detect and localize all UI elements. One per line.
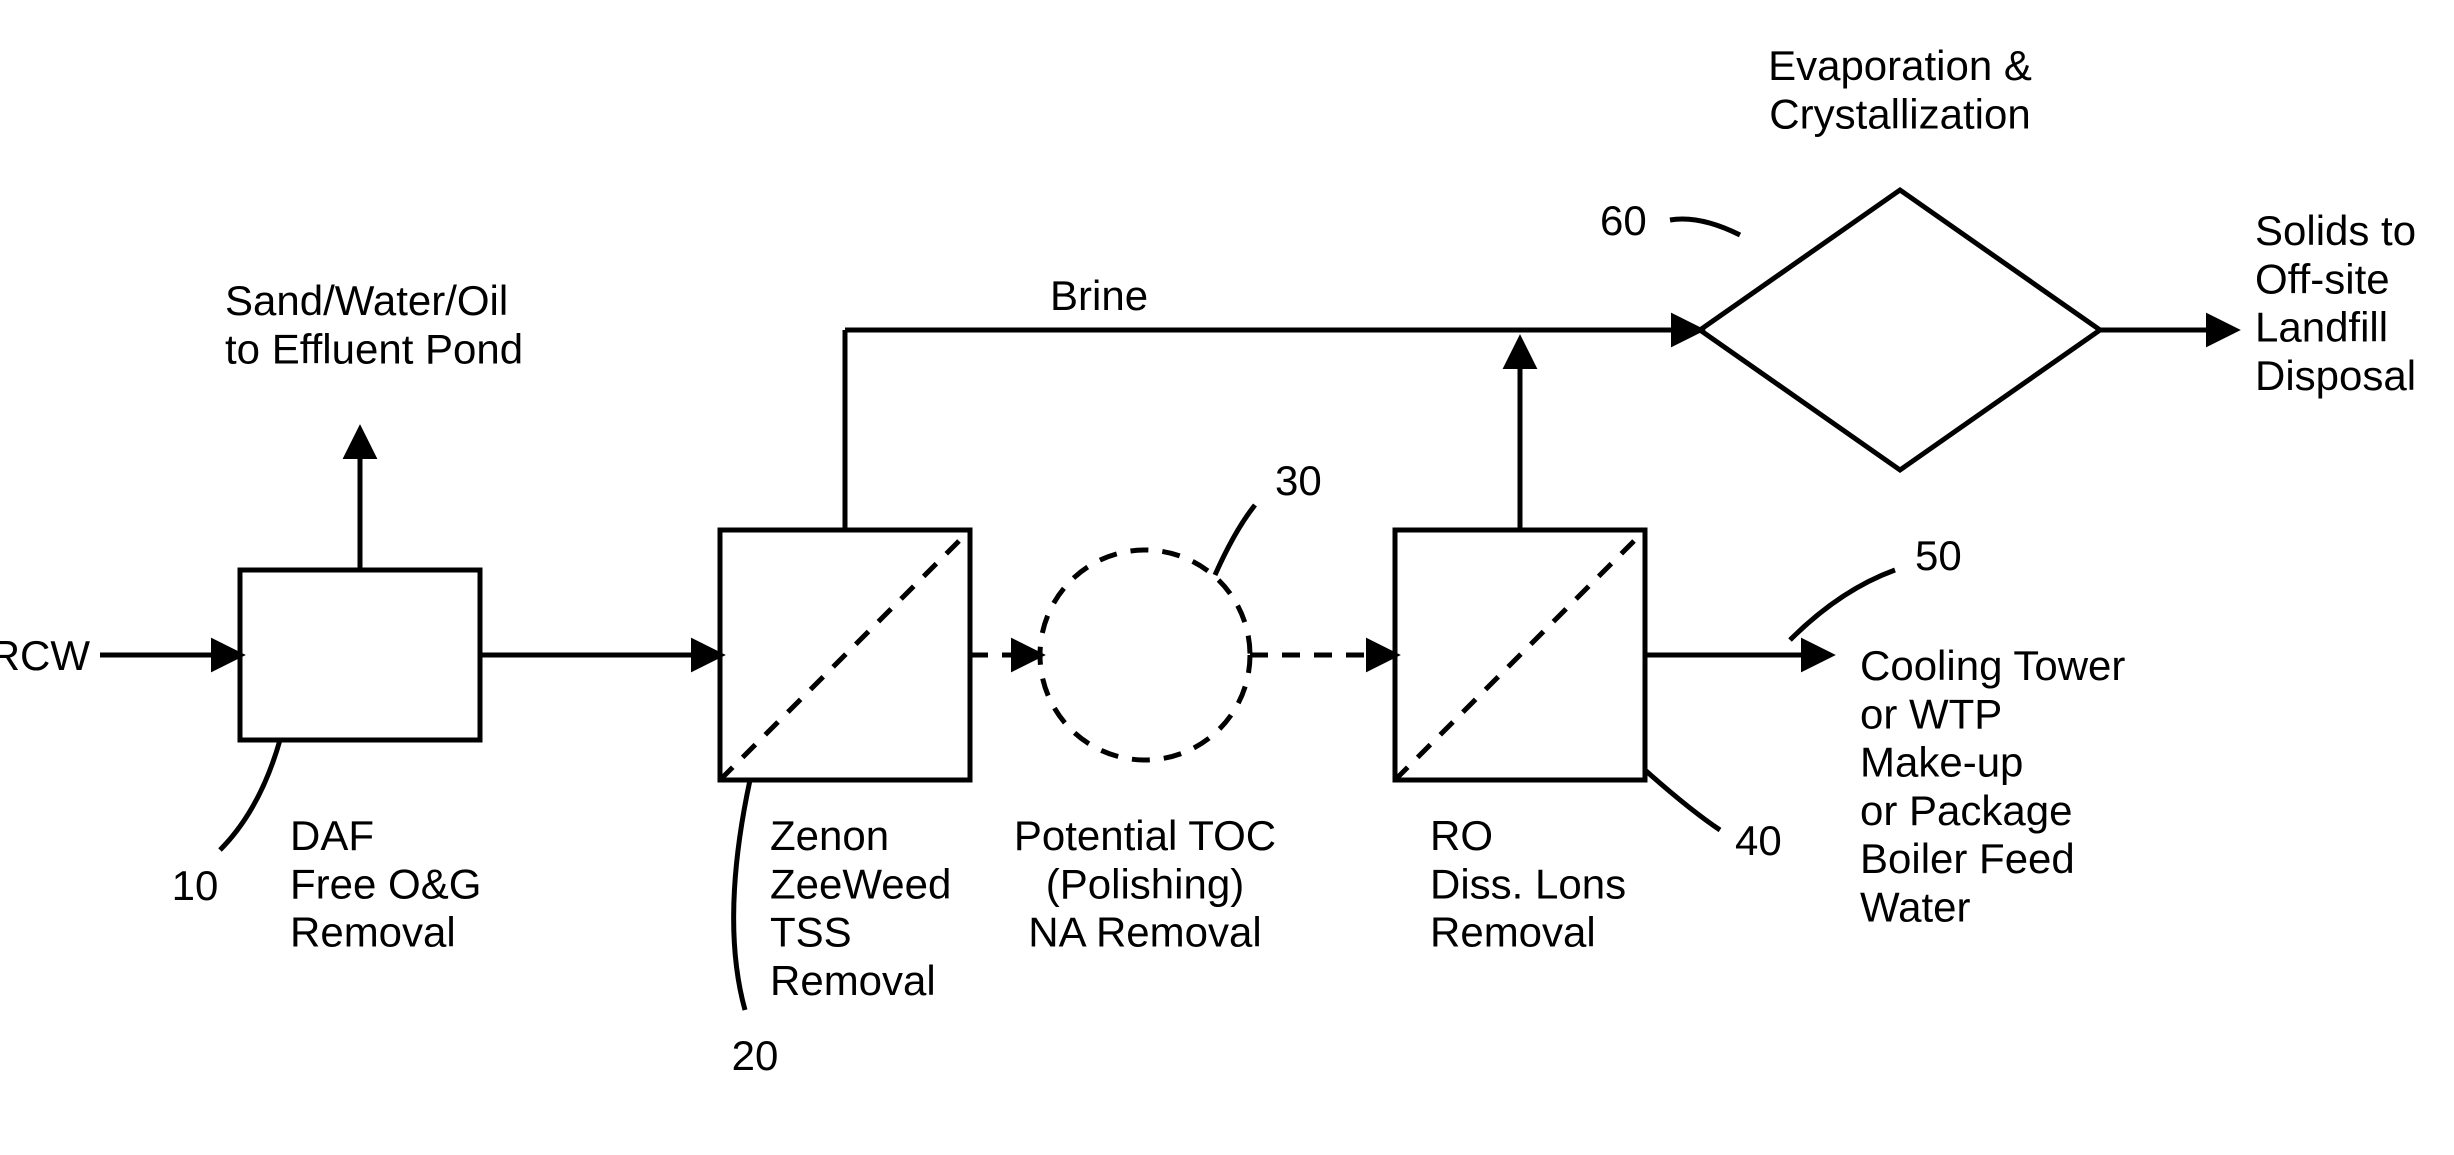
label-solids-line: Disposal (2255, 352, 2416, 399)
label-toc-line: Potential TOC (1014, 812, 1276, 859)
label-ro-line: Diss. Lons (1430, 860, 1626, 907)
label-effluent-line: to Effluent Pond (225, 325, 523, 372)
leader-30 (1215, 505, 1255, 575)
label-zenon-line: Zenon (770, 812, 889, 859)
label-effluent: Sand/Water/Oilto Effluent Pond (225, 277, 523, 372)
label-evap-line: Crystallization (1769, 90, 2030, 137)
label-cooling: Cooling Toweror WTPMake-upor PackageBoil… (1860, 642, 2125, 931)
label-n10: 10 (172, 862, 219, 909)
label-n30: 30 (1275, 457, 1322, 504)
node-toc (1040, 550, 1250, 760)
label-ro-line: Removal (1430, 909, 1596, 956)
label-n20-line: 20 (732, 1032, 779, 1079)
label-cooling-line: or Package (1860, 787, 2072, 834)
label-n30-line: 30 (1275, 457, 1322, 504)
label-n50: 50 (1915, 532, 1962, 579)
leader-40 (1645, 770, 1720, 830)
label-zenon-line: TSS (770, 909, 852, 956)
node-evap (1700, 190, 2100, 470)
label-toc: Potential TOC(Polishing)NA Removal (1014, 812, 1276, 956)
label-rcw-line: RCW (0, 632, 90, 679)
label-daf-line: Free O&G (290, 860, 481, 907)
label-cooling-line: Make-up (1860, 739, 2023, 786)
leader-20 (734, 780, 750, 1010)
label-n40-line: 40 (1735, 817, 1782, 864)
label-daf: DAFFree O&GRemoval (290, 812, 481, 956)
label-n40: 40 (1735, 817, 1782, 864)
label-toc-line: (Polishing) (1046, 860, 1244, 907)
node-zenon-diag (720, 530, 970, 780)
label-cooling-line: Cooling Tower (1860, 642, 2125, 689)
label-rcw: RCW (0, 632, 90, 679)
label-n50-line: 50 (1915, 532, 1962, 579)
node-daf (240, 570, 480, 740)
label-zenon-line: ZeeWeed (770, 860, 951, 907)
label-cooling-line: Water (1860, 884, 1970, 931)
label-evap-line: Evaporation & (1768, 42, 2032, 89)
label-solids-line: Off-site (2255, 255, 2390, 302)
label-zenon-line: Removal (770, 957, 936, 1004)
label-n60: 60 (1600, 197, 1647, 244)
label-ro: RODiss. LonsRemoval (1430, 812, 1626, 956)
leader-10 (220, 740, 280, 850)
label-effluent-line: Sand/Water/Oil (225, 277, 508, 324)
label-ro-line: RO (1430, 812, 1493, 859)
label-solids: Solids toOff-siteLandfillDisposal (2255, 207, 2416, 399)
leader-60 (1670, 219, 1740, 235)
label-zenon: ZenonZeeWeedTSSRemoval (770, 812, 951, 1004)
label-cooling-line: or WTP (1860, 690, 2002, 737)
label-toc-line: NA Removal (1028, 909, 1261, 956)
label-solids-line: Landfill (2255, 304, 2388, 351)
label-n10-line: 10 (172, 862, 219, 909)
label-daf-line: DAF (290, 812, 374, 859)
label-n20: 20 (732, 1032, 779, 1079)
label-cooling-line: Boiler Feed (1860, 835, 2075, 882)
label-solids-line: Solids to (2255, 207, 2416, 254)
node-ro-diag (1395, 530, 1645, 780)
label-daf-line: Removal (290, 909, 456, 956)
label-brine-line: Brine (1050, 272, 1148, 319)
label-brine: Brine (1050, 272, 1148, 319)
label-evap: Evaporation &Crystallization (1768, 42, 2032, 137)
leader-50 (1790, 570, 1895, 640)
label-n60-line: 60 (1600, 197, 1647, 244)
